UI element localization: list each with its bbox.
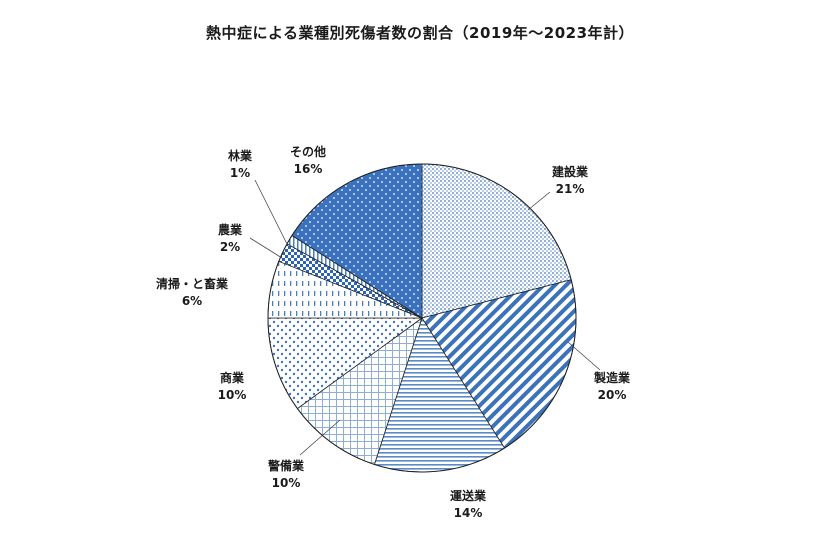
slice-value-label-0: 21% bbox=[556, 182, 585, 196]
slice-category-label-7: 林業 bbox=[228, 148, 253, 163]
pie-slices bbox=[267, 163, 577, 473]
slice-value-label-2: 14% bbox=[454, 506, 483, 520]
leader-line-6 bbox=[249, 237, 283, 259]
slice-category-label-8: その他 bbox=[290, 144, 326, 159]
slice-category-label-0: 建設業 bbox=[551, 164, 589, 179]
slice-value-label-7: 1% bbox=[230, 166, 250, 180]
chart-title: 熱中症による業種別死傷者数の割合（2019年～2023年計） bbox=[205, 24, 635, 42]
leader-line-0 bbox=[527, 191, 551, 211]
leader-line-3 bbox=[299, 419, 341, 456]
slice-value-label-8: 16% bbox=[294, 162, 323, 176]
slice-category-label-5: 清掃・と畜業 bbox=[156, 276, 229, 291]
slice-value-label-3: 10% bbox=[272, 476, 301, 490]
slice-value-label-4: 10% bbox=[218, 388, 247, 402]
slice-value-label-5: 6% bbox=[182, 294, 202, 308]
slice-category-label-4: 商業 bbox=[220, 370, 245, 385]
slice-value-label-6: 2% bbox=[220, 240, 240, 254]
slice-value-label-1: 20% bbox=[598, 388, 627, 402]
leader-lines bbox=[249, 179, 601, 456]
slice-labels: 建設業 21% 製造業 20% 運送業 14% 警備業 10% 商業 10% 清掃・と畜業 6% 農業 2… bbox=[156, 144, 631, 520]
slice-category-label-6: 農業 bbox=[218, 222, 243, 237]
pie-outline bbox=[267, 163, 577, 473]
slice-category-label-1: 製造業 bbox=[593, 370, 631, 385]
leader-line-1 bbox=[567, 341, 601, 371]
slice-category-label-3: 警備業 bbox=[267, 458, 305, 473]
leader-line-7 bbox=[254, 179, 289, 247]
slice-category-label-2: 運送業 bbox=[450, 488, 487, 503]
